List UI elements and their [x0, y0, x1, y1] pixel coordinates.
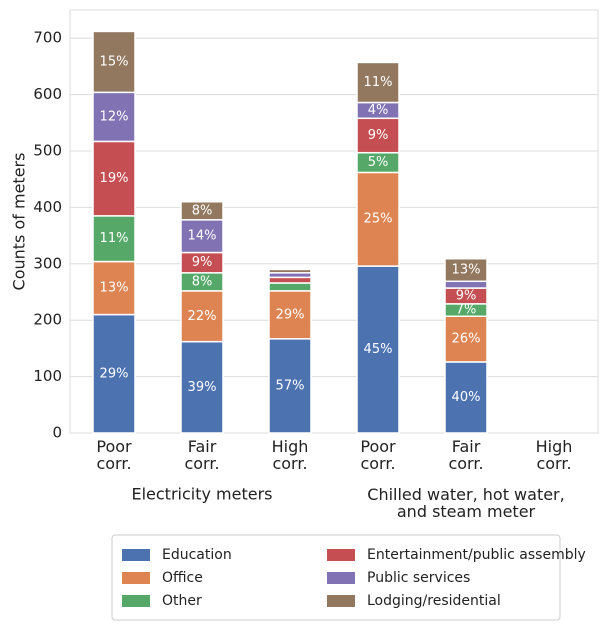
bar-segment — [92, 215, 136, 263]
share-label: 40% — [452, 390, 481, 405]
y-tick-label: 200 — [33, 311, 62, 329]
bar-segment — [180, 219, 224, 254]
share-label: 12% — [100, 109, 129, 124]
share-label: 15% — [100, 54, 129, 69]
share-label: 8% — [192, 203, 213, 218]
y-tick-label: 700 — [33, 29, 62, 47]
share-label: 4% — [368, 103, 389, 118]
share-label: 11% — [364, 75, 393, 90]
share-label: 22% — [188, 309, 217, 324]
share-label: 57% — [276, 378, 305, 393]
x-tick-label: High corr. — [272, 437, 309, 473]
y-tick-label: 400 — [33, 198, 62, 216]
share-label: 9% — [456, 288, 477, 303]
legend-swatch — [122, 572, 150, 584]
x-tick-label: Fair corr. — [184, 437, 219, 473]
legend-label: Education — [162, 547, 232, 563]
share-label: 7% — [456, 303, 477, 318]
y-tick-label: 500 — [33, 142, 62, 160]
bar-segment — [92, 30, 136, 94]
bar-segment — [268, 268, 312, 274]
share-label: 45% — [364, 342, 393, 357]
share-label: 13% — [100, 281, 129, 296]
share-label: 26% — [452, 332, 481, 347]
y-axis-label: Counts of meters — [10, 153, 29, 291]
bar-segment — [268, 282, 312, 292]
bar-segment — [180, 201, 224, 221]
bar-segment — [180, 290, 224, 343]
share-label: 14% — [188, 229, 217, 244]
share-label: 11% — [100, 231, 129, 246]
bar-segment — [444, 257, 488, 283]
y-tick-label: 600 — [33, 85, 62, 103]
group-label: Electricity meters — [131, 485, 272, 504]
legend-label: Office — [162, 570, 203, 586]
legend-label: Entertainment/public assembly — [367, 547, 586, 563]
legend-swatch — [327, 595, 355, 607]
share-label: 39% — [188, 380, 217, 395]
bar-segment — [444, 280, 488, 289]
share-label: 9% — [192, 255, 213, 270]
bar-segment — [92, 91, 136, 143]
bar-segment — [356, 61, 400, 104]
legend-swatch — [122, 595, 150, 607]
y-tick-label: 100 — [33, 367, 62, 385]
bar-segment — [92, 313, 136, 434]
x-tick-label: High corr. — [536, 437, 573, 473]
share-label: 29% — [276, 307, 305, 322]
share-label: 13% — [452, 263, 481, 278]
share-label: 29% — [100, 366, 129, 381]
legend-label: Other — [162, 593, 202, 609]
x-tick-label: Poor corr. — [360, 437, 396, 473]
legend-swatch — [327, 549, 355, 561]
plot-area — [69, 9, 599, 434]
share-label: 5% — [368, 155, 389, 170]
y-tick-label: 300 — [33, 254, 62, 272]
legend: Education Office Other Entertainment/public… — [111, 534, 586, 621]
share-label: 25% — [364, 212, 393, 227]
y-tick-label: 0 — [52, 424, 62, 442]
share-label: 8% — [192, 274, 213, 289]
bar-segment — [268, 276, 312, 284]
legend-label: Lodging/residential — [367, 593, 501, 609]
legend-swatch — [327, 572, 355, 584]
x-tick-label: Poor corr. — [96, 437, 132, 473]
x-tick-label: Fair corr. — [448, 437, 483, 473]
legend-label: Public services — [367, 570, 470, 586]
bar-segment — [444, 315, 488, 363]
bar-segment — [92, 260, 136, 316]
bar-segment — [356, 117, 400, 154]
legend-swatch — [122, 549, 150, 561]
group-label: Chilled water, hot water, and steam meter — [367, 485, 564, 521]
bar-segment — [268, 338, 312, 434]
share-label: 9% — [368, 128, 389, 143]
share-label: 19% — [100, 171, 129, 186]
